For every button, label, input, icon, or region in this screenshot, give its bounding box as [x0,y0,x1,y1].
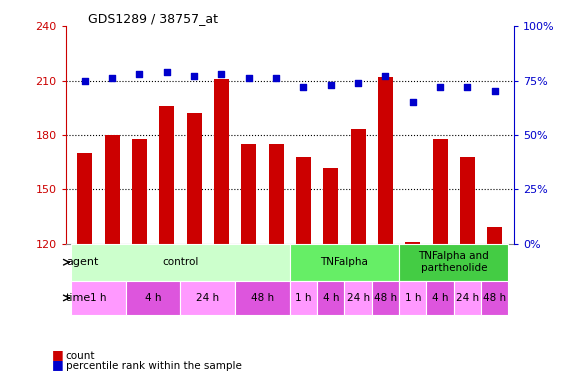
Bar [427,281,454,315]
Bar [433,138,448,244]
Text: 24 h: 24 h [456,293,479,303]
Bar [71,281,126,315]
Bar [180,281,235,315]
Bar [481,281,508,315]
Bar [242,144,256,244]
Point [81,78,90,84]
Text: GDS1289 / 38757_at: GDS1289 / 38757_at [88,12,218,25]
Bar [132,138,147,244]
Text: time: time [66,293,91,303]
Bar [487,227,502,244]
Bar [317,281,344,315]
Point [107,75,116,81]
Bar [405,242,420,244]
Bar [268,144,284,244]
Bar [372,281,399,315]
Text: 48 h: 48 h [251,293,274,303]
Bar [290,244,399,281]
Point [299,84,308,90]
Bar [460,157,475,244]
Point [190,73,199,79]
Text: 24 h: 24 h [196,293,219,303]
Bar [454,281,481,315]
Bar [323,168,338,244]
Text: ■: ■ [51,358,63,371]
Point [408,99,417,105]
Bar [77,153,93,244]
Point [244,75,254,81]
Text: ■: ■ [51,348,63,361]
Text: 48 h: 48 h [374,293,397,303]
Text: agent: agent [66,257,99,267]
Text: 1 h: 1 h [295,293,312,303]
Text: 1 h: 1 h [90,293,107,303]
Point [381,73,390,79]
Bar [235,281,290,315]
Bar [290,281,317,315]
Bar [71,244,290,281]
Bar [214,79,229,244]
Bar [126,281,180,315]
Point [436,84,445,90]
Text: 4 h: 4 h [323,293,339,303]
Text: percentile rank within the sample: percentile rank within the sample [66,361,242,371]
Text: count: count [66,351,95,361]
Point [135,71,144,77]
Point [326,82,335,88]
Point [217,71,226,77]
Point [162,69,171,75]
Point [353,80,363,86]
Bar [159,106,174,244]
Bar [296,157,311,244]
Text: 4 h: 4 h [432,293,448,303]
Bar [378,77,393,244]
Point [490,88,499,94]
Bar [344,281,372,315]
Bar [187,113,202,244]
Bar [399,281,427,315]
Text: TNFalpha: TNFalpha [320,257,368,267]
Text: 48 h: 48 h [483,293,506,303]
Bar [351,129,365,244]
Text: 4 h: 4 h [145,293,162,303]
Bar [104,135,120,244]
Text: 24 h: 24 h [347,293,369,303]
Bar [399,244,508,281]
Text: 1 h: 1 h [404,293,421,303]
Text: control: control [162,257,199,267]
Text: TNFalpha and
parthenolide: TNFalpha and parthenolide [419,251,489,273]
Point [272,75,281,81]
Point [463,84,472,90]
